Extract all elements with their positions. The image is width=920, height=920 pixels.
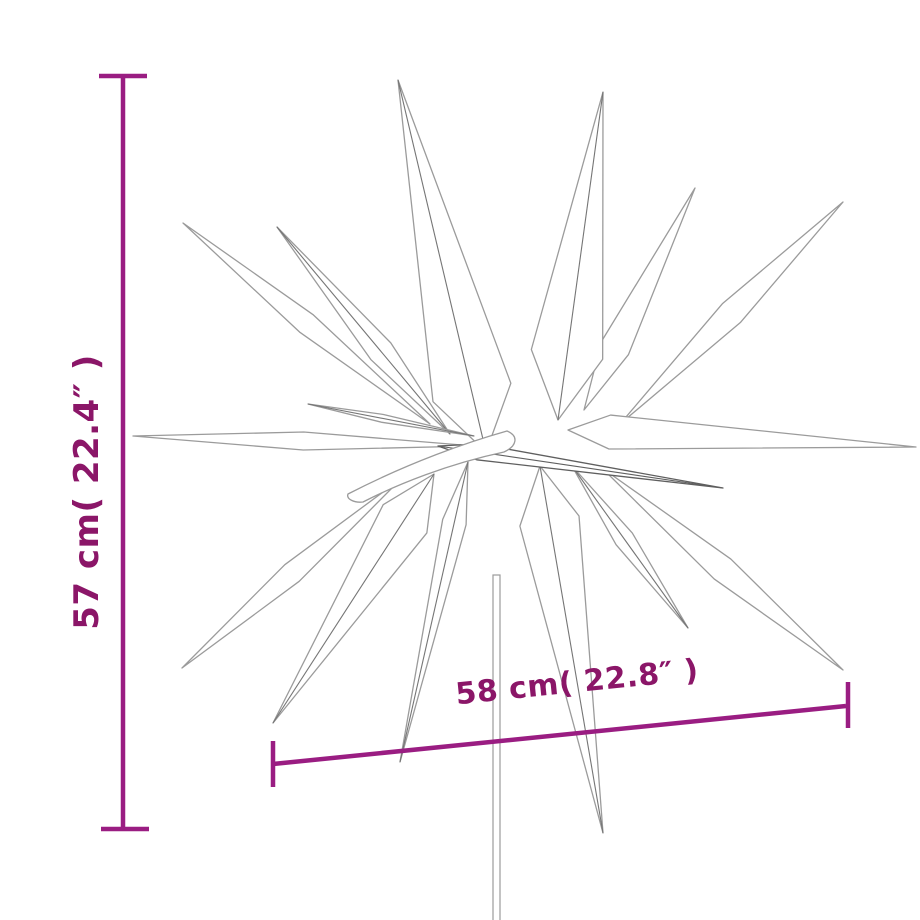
width-dimension-line [272, 703, 847, 767]
star-spike-crease [539, 465, 604, 834]
star-spike [182, 222, 431, 425]
star-spike-crease [272, 473, 435, 724]
star-spike-crease [557, 91, 604, 421]
star-spike-crease [399, 461, 469, 763]
star-spike [530, 91, 604, 421]
width-dimension: 58 cm( 22.8″ ) [270, 653, 851, 787]
star-spike [132, 431, 475, 451]
star-spike [619, 201, 844, 425]
height-dimension: 57 cm( 22.4″ ) [67, 73, 149, 832]
star-spike-crease [397, 79, 487, 453]
star-spike [567, 414, 917, 450]
star-spike-crease [276, 226, 451, 435]
star-spike [583, 187, 696, 411]
height-dimension-label: 57 cm( 22.4″ ) [67, 354, 107, 630]
ground-pole [492, 574, 501, 920]
star-spike [519, 465, 604, 834]
star-drawing [132, 79, 917, 920]
star-spike-crease [307, 403, 475, 437]
star-spike-crease [571, 465, 689, 629]
star-center-fold [347, 430, 516, 503]
